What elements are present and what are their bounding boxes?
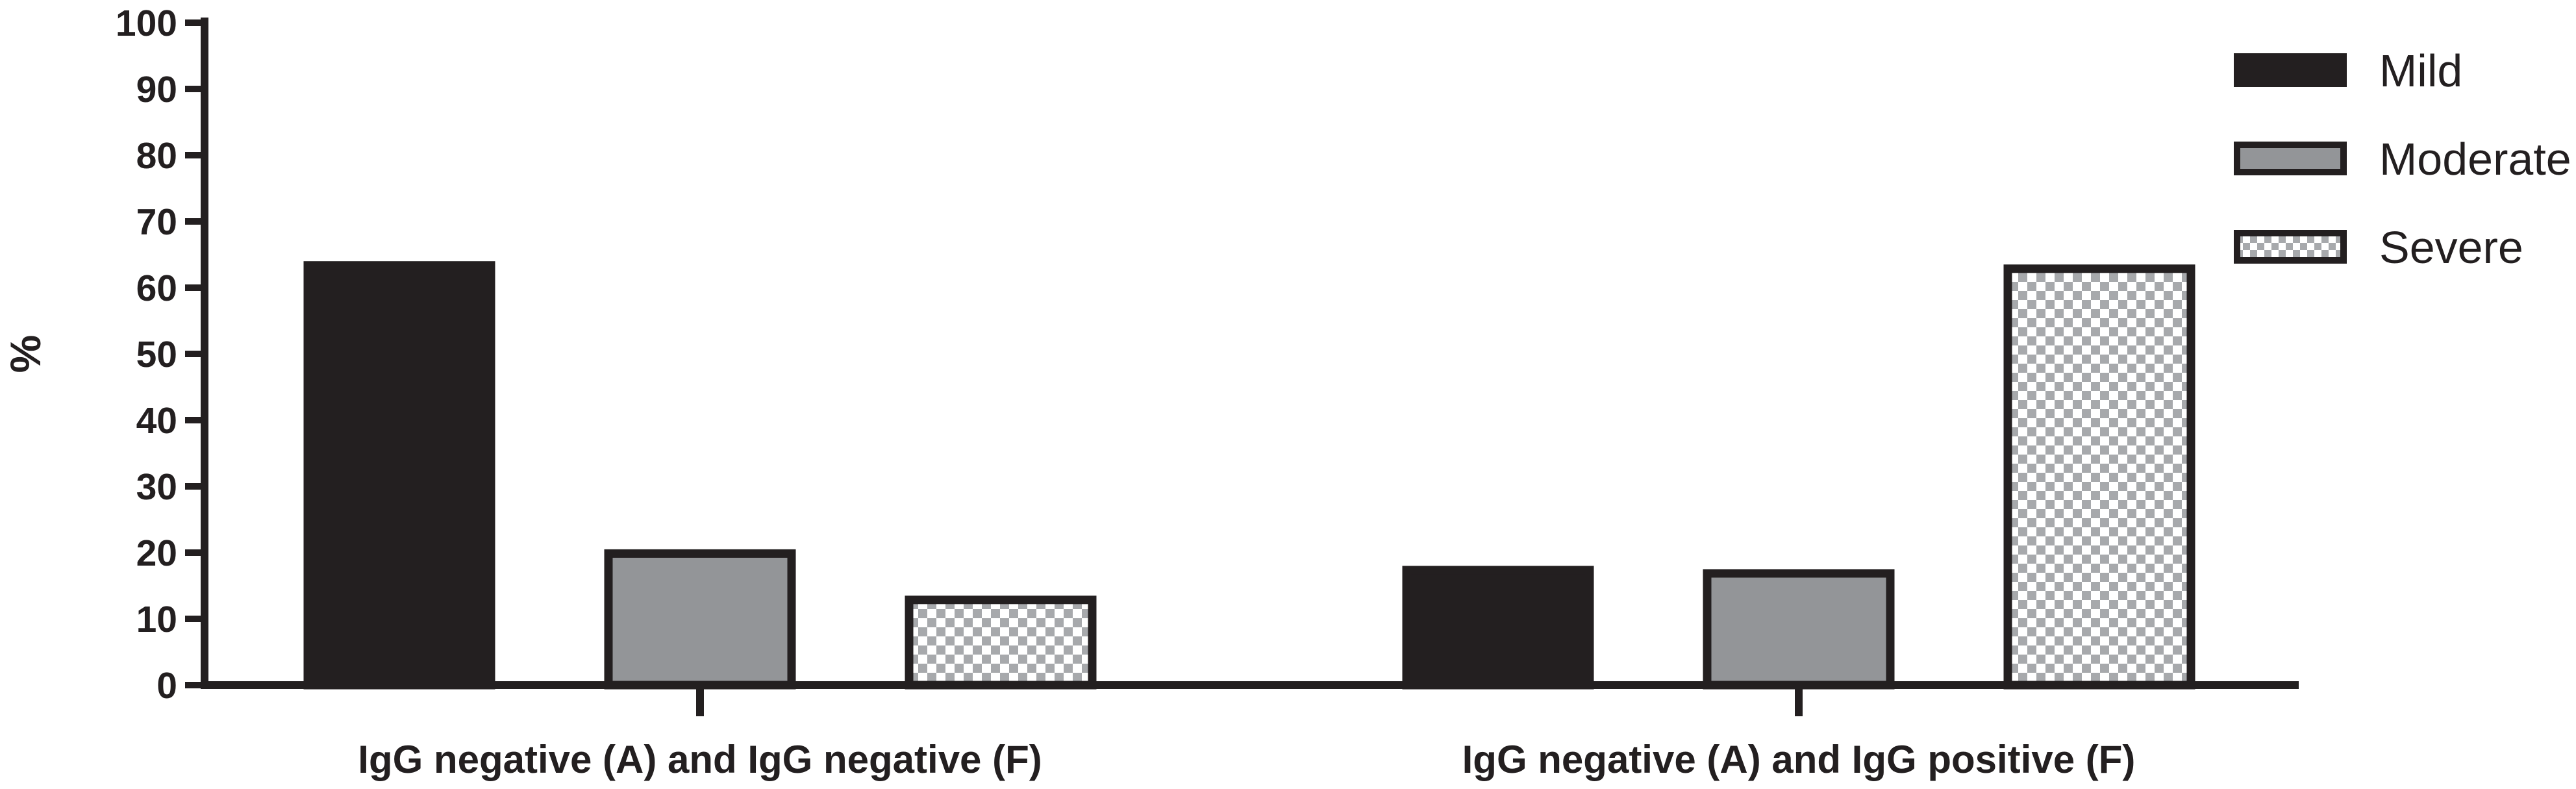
legend-swatch-mild (2234, 53, 2347, 87)
bar-mild-2 (1402, 566, 1594, 690)
y-tick-label-20: 20 (136, 532, 177, 574)
y-tick-label-90: 90 (136, 69, 177, 110)
bar-severe-1 (905, 595, 1097, 690)
bar-severe-2 (2003, 264, 2195, 690)
labels-layer: 0 10 20 30 40 50 60 70 80 90 100 IgG negative (A) a… (1, 3, 2135, 781)
bar-moderate-1 (604, 549, 796, 690)
y-tick-label-0: 0 (156, 665, 177, 707)
y-tick-label-60: 60 (136, 268, 177, 309)
legend-label-mild: Mild (2379, 45, 2462, 96)
y-axis-title: % (1, 335, 49, 373)
y-tick-label-70: 70 (136, 201, 177, 243)
legend-label-severe: Severe (2379, 222, 2523, 273)
legend: Mild Moderate Severe (2234, 45, 2571, 273)
y-tick-label-10: 10 (136, 599, 177, 640)
axes-layer (185, 18, 2299, 716)
bars-layer (303, 261, 2195, 690)
bar-moderate-2 (1703, 569, 1895, 690)
legend-label-moderate: Moderate (2379, 134, 2571, 184)
x-category-label-1: IgG negative (A) and IgG negative (F) (358, 738, 1042, 781)
y-tick-label-30: 30 (136, 466, 177, 508)
bar-mild-1 (303, 261, 495, 690)
y-tick-label-50: 50 (136, 334, 177, 375)
legend-swatch-moderate (2234, 142, 2347, 175)
y-tick-label-100: 100 (116, 3, 177, 44)
y-tick-label-40: 40 (136, 400, 177, 442)
y-tick-label-80: 80 (136, 135, 177, 177)
legend-swatch-severe (2234, 230, 2347, 264)
x-category-label-2: IgG negative (A) and IgG positive (F) (1462, 738, 2136, 781)
